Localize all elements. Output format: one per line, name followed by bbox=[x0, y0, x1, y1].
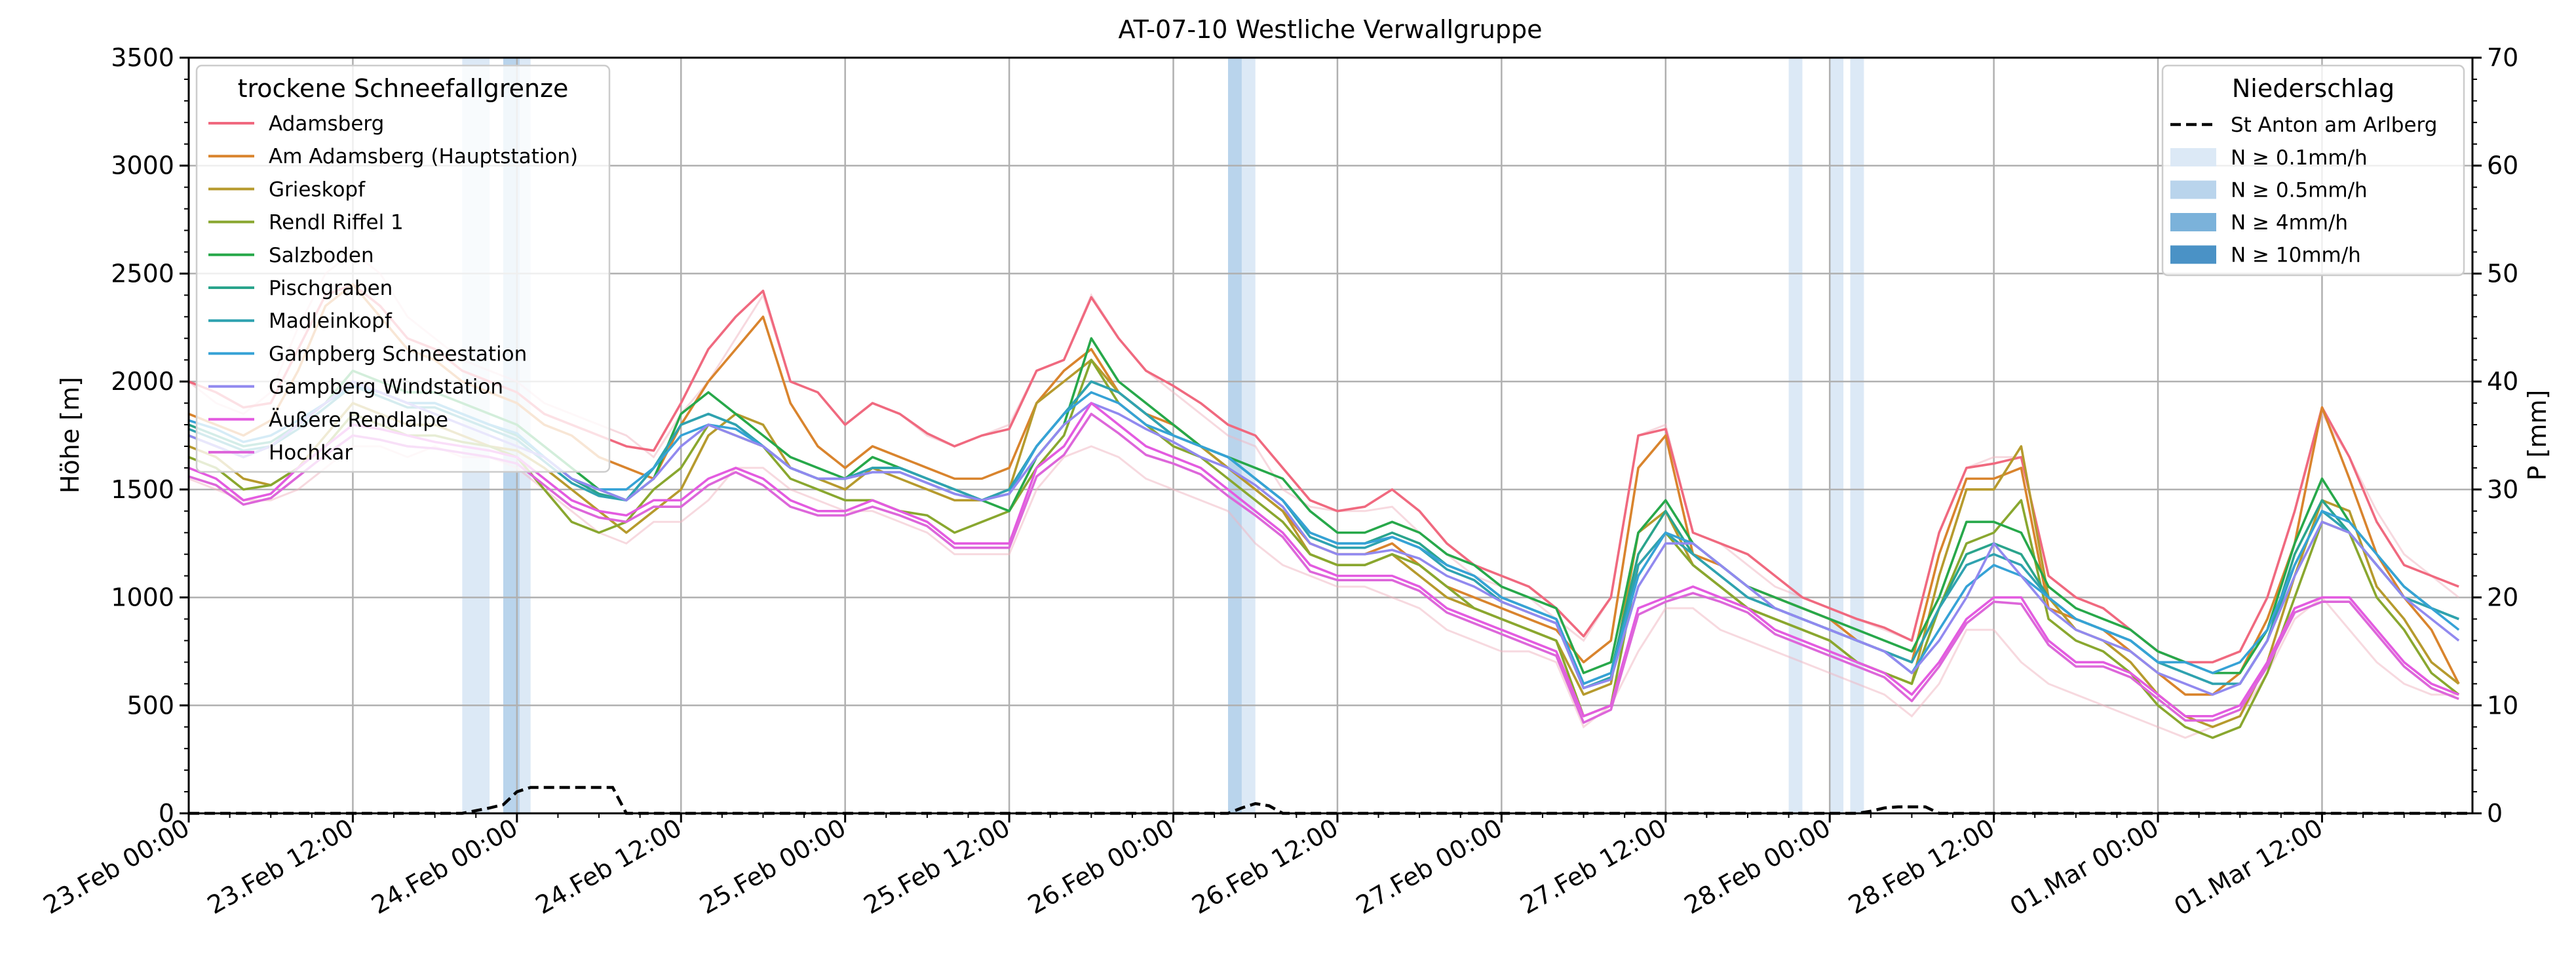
legend-entry: Gampberg Windstation bbox=[269, 376, 503, 399]
x-tick-label: 27.Feb 00:00 bbox=[1351, 813, 1507, 920]
x-tick-label: 24.Feb 00:00 bbox=[366, 813, 522, 920]
x-tick-label: 26.Feb 00:00 bbox=[1023, 813, 1179, 920]
x-tick-label: 25.Feb 12:00 bbox=[859, 813, 1015, 920]
series-line bbox=[188, 412, 2459, 724]
legend-band-swatch bbox=[2170, 213, 2216, 231]
legend-niederschlag: Niederschlag St Anton am Arlberg N ≥ 0.1mm… bbox=[2161, 64, 2465, 277]
x-tick-label: 25.Feb 00:00 bbox=[695, 813, 851, 920]
y-tick-label: 3500 bbox=[111, 43, 174, 72]
y-axis-label: Höhe [m] bbox=[56, 377, 85, 494]
x-tick-label: 23.Feb 12:00 bbox=[202, 813, 358, 920]
legend-band-swatch bbox=[2170, 148, 2216, 166]
y-tick-label: 1500 bbox=[111, 475, 174, 504]
legend-right-box bbox=[2161, 64, 2465, 277]
legend-entry: Adamsberg bbox=[269, 112, 384, 136]
y2-tick-label: 0 bbox=[2487, 799, 2503, 828]
y2-tick-label: 60 bbox=[2487, 151, 2518, 180]
legend-entry: Madleinkopf bbox=[269, 309, 393, 333]
x-tick-label: 28.Feb 12:00 bbox=[1843, 813, 1999, 920]
y2-tick-label: 40 bbox=[2487, 367, 2518, 396]
y-tick-label: 2500 bbox=[111, 259, 174, 288]
legend-entry: Äußere Rendlalpe bbox=[269, 408, 448, 432]
precip-band bbox=[1850, 58, 1864, 813]
precip-line-st-anton bbox=[189, 786, 2472, 815]
legend-right-title: Niederschlag bbox=[2232, 74, 2394, 103]
y2-tick-label: 20 bbox=[2487, 583, 2518, 612]
precip-band bbox=[1788, 58, 1803, 813]
x-tick-label: 01.Mar 00:00 bbox=[2005, 813, 2164, 921]
legend-band-swatch bbox=[2170, 180, 2216, 199]
y2-tick-label: 30 bbox=[2487, 475, 2518, 504]
x-tick-label: 27.Feb 12:00 bbox=[1515, 813, 1671, 920]
y-tick-label: 2000 bbox=[111, 367, 174, 396]
legend-entry: Hochkar bbox=[269, 441, 353, 465]
y-tick-label: 1000 bbox=[111, 583, 174, 612]
legend-entry: Am Adamsberg (Hauptstation) bbox=[269, 145, 578, 168]
precip-band bbox=[1227, 58, 1242, 813]
legend-entry: Gampberg Schneestation bbox=[269, 342, 527, 366]
legend-left-title: trockene Schneefallgrenze bbox=[238, 74, 569, 103]
legend-entry: Salzboden bbox=[269, 244, 374, 267]
legend-entry: N ≥ 0.5mm/h bbox=[2231, 179, 2368, 203]
x-tick-label: 01.Mar 12:00 bbox=[2169, 813, 2328, 921]
y2-axis-label: P [mm] bbox=[2523, 390, 2552, 481]
envelope-line bbox=[188, 445, 2459, 739]
plot-frame bbox=[187, 56, 2474, 815]
x-tick-label: 24.Feb 12:00 bbox=[531, 813, 687, 920]
x-tick-label: 23.Feb 00:00 bbox=[39, 813, 195, 920]
legend-entry: N ≥ 10mm/h bbox=[2231, 244, 2361, 267]
legend-band-swatch bbox=[2170, 245, 2216, 264]
y2-tick-label: 10 bbox=[2487, 691, 2518, 720]
y-tick-label: 500 bbox=[126, 691, 174, 720]
chart-title: AT-07-10 Westliche Verwallgruppe bbox=[1119, 15, 1543, 44]
legend-entry: N ≥ 0.1mm/h bbox=[2231, 146, 2368, 170]
series-line bbox=[188, 402, 2459, 718]
legend-entry: N ≥ 4mm/h bbox=[2231, 211, 2348, 235]
precip-band bbox=[1830, 58, 1844, 813]
series-line bbox=[188, 358, 2460, 739]
y2-tick-label: 70 bbox=[2487, 43, 2518, 72]
y-tick-label: 3000 bbox=[111, 151, 174, 180]
x-tick-label: 26.Feb 12:00 bbox=[1187, 813, 1343, 920]
legend-schneefallgrenze: trockene Schneefallgrenze Adamsberg Am Ada… bbox=[195, 64, 611, 473]
legend-entry: Rendl Riffel 1 bbox=[269, 211, 404, 235]
series-line bbox=[188, 380, 2460, 696]
legend-entry: Pischgraben bbox=[269, 277, 393, 300]
y-tick-label: 0 bbox=[159, 799, 174, 828]
x-tick-label: 28.Feb 00:00 bbox=[1680, 813, 1836, 920]
y2-tick-label: 50 bbox=[2487, 259, 2518, 288]
legend-left-box bbox=[195, 64, 611, 473]
legend-entry: St Anton am Arlberg bbox=[2231, 113, 2437, 137]
precip-line bbox=[189, 786, 2472, 815]
legend-entry: Grieskopf bbox=[269, 178, 366, 201]
